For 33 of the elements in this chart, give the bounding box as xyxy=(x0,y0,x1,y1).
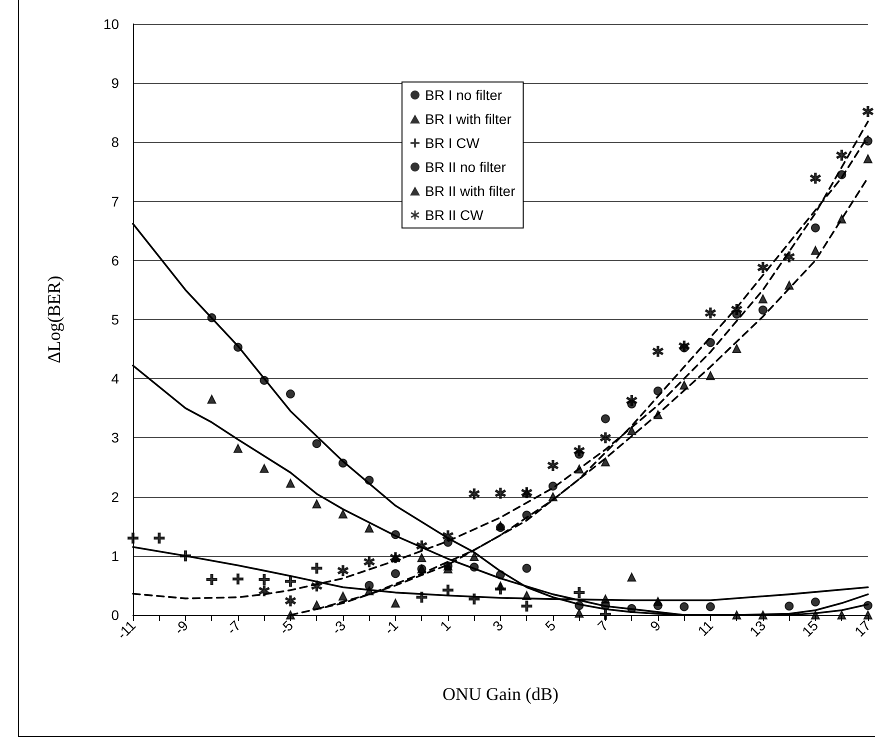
x-tick-label: 15 xyxy=(798,617,822,640)
y-tick-label: 2 xyxy=(111,488,120,505)
x-tick-label: -1 xyxy=(381,617,402,638)
y-tick-label: 4 xyxy=(111,370,120,387)
legend-label: BR II no filter xyxy=(425,159,506,175)
x-tick-label: 7 xyxy=(594,617,612,634)
y-axis-title: ΔLog(BER) xyxy=(44,276,64,364)
x-axis-title: ONU Gain (dB) xyxy=(442,684,558,704)
y-tick-label: 3 xyxy=(111,430,120,446)
legend-label: BR I with filter xyxy=(425,111,512,127)
y-tick-label: 7 xyxy=(111,193,120,210)
x-tick-label: -7 xyxy=(224,617,244,638)
x-tick-label: 9 xyxy=(646,617,664,634)
legend-label: BR I CW xyxy=(425,135,480,151)
y-tick-label: 6 xyxy=(111,252,120,268)
y-tick-label: 0 xyxy=(111,607,120,623)
legend-label: BR II CW xyxy=(425,207,484,223)
x-tick-label: 17 xyxy=(851,617,874,640)
y-tick-label: 5 xyxy=(111,312,120,328)
y-tick-label: 1 xyxy=(111,548,120,564)
legend-label: BR II with filter xyxy=(425,183,516,199)
y-tick-label: 8 xyxy=(111,134,120,150)
x-tick-label: -5 xyxy=(276,617,296,638)
x-tick-label: 5 xyxy=(542,617,559,634)
x-tick-label: 13 xyxy=(746,617,769,640)
x-tick-label: 3 xyxy=(489,617,506,634)
x-tick-label: 1 xyxy=(436,617,454,634)
y-tick-label: 9 xyxy=(111,75,120,92)
x-tick-label: 11 xyxy=(694,617,716,639)
x-tick-label: -9 xyxy=(171,617,192,638)
y-tick-label: 10 xyxy=(103,16,120,32)
x-tick-label: -3 xyxy=(328,617,349,638)
legend-label: BR I no filter xyxy=(425,87,502,103)
